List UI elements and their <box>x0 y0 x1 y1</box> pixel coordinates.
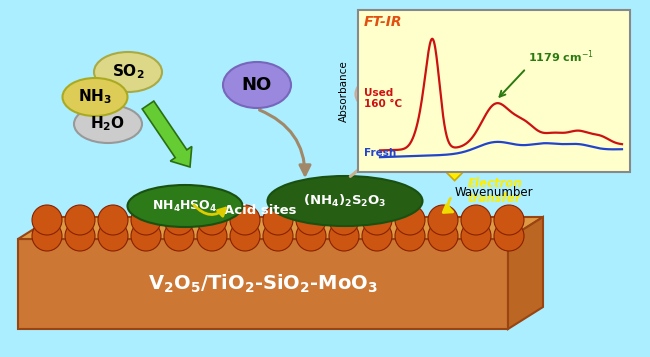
Polygon shape <box>508 217 543 329</box>
Circle shape <box>32 221 62 251</box>
Ellipse shape <box>494 70 566 114</box>
Circle shape <box>428 221 458 251</box>
FancyArrowPatch shape <box>350 120 384 176</box>
Circle shape <box>362 205 392 235</box>
FancyArrow shape <box>142 101 192 167</box>
Text: 1179 cm$^{-1}$: 1179 cm$^{-1}$ <box>528 49 594 65</box>
Text: $\mathbf{(NH_4)_2S_2O_3}$: $\mathbf{(NH_4)_2S_2O_3}$ <box>303 193 387 209</box>
Text: Electron
transfer: Electron transfer <box>468 177 523 205</box>
Circle shape <box>197 221 227 251</box>
Circle shape <box>197 205 227 235</box>
Ellipse shape <box>74 105 142 143</box>
FancyArrowPatch shape <box>259 110 310 175</box>
Circle shape <box>329 205 359 235</box>
Circle shape <box>461 221 491 251</box>
Ellipse shape <box>268 176 422 226</box>
Text: $\mathbf{N_2}$: $\mathbf{N_2}$ <box>377 85 398 103</box>
Circle shape <box>494 221 524 251</box>
Circle shape <box>98 205 128 235</box>
Text: $\mathbf{H_2O}$: $\mathbf{H_2O}$ <box>90 115 125 134</box>
Text: $\mathbf{V_2O_5/TiO_2}$-$\mathbf{SiO_2}$-$\mathbf{MoO_3}$: $\mathbf{V_2O_5/TiO_2}$-$\mathbf{SiO_2}$… <box>148 273 378 295</box>
Ellipse shape <box>223 62 291 108</box>
Text: FT-IR: FT-IR <box>364 15 402 29</box>
FancyBboxPatch shape <box>358 10 630 172</box>
Text: Acid sites: Acid sites <box>224 203 296 216</box>
Circle shape <box>164 205 194 235</box>
Circle shape <box>131 205 161 235</box>
Circle shape <box>362 221 392 251</box>
Circle shape <box>65 221 95 251</box>
Circle shape <box>65 205 95 235</box>
Circle shape <box>131 221 161 251</box>
Circle shape <box>461 205 491 235</box>
Text: $\mathbf{NH_3}$: $\mathbf{NH_3}$ <box>78 88 112 106</box>
Circle shape <box>494 205 524 235</box>
Circle shape <box>428 205 458 235</box>
Text: Fresh: Fresh <box>364 148 396 158</box>
Circle shape <box>296 205 326 235</box>
Circle shape <box>98 221 128 251</box>
Circle shape <box>329 221 359 251</box>
Polygon shape <box>18 217 543 239</box>
Ellipse shape <box>356 74 421 114</box>
Circle shape <box>263 221 293 251</box>
FancyArrowPatch shape <box>194 205 226 216</box>
Text: $\mathbf{NH_4HSO_4}$: $\mathbf{NH_4HSO_4}$ <box>152 198 218 213</box>
Text: Wavenumber: Wavenumber <box>455 186 533 199</box>
Ellipse shape <box>94 52 162 92</box>
Circle shape <box>230 205 260 235</box>
Text: $\mathbf{SO_2}$: $\mathbf{SO_2}$ <box>112 62 144 81</box>
Circle shape <box>230 221 260 251</box>
Circle shape <box>395 221 425 251</box>
Circle shape <box>164 221 194 251</box>
Circle shape <box>32 205 62 235</box>
Text: Used
160 °C: Used 160 °C <box>364 88 402 109</box>
Text: $\mathbf{SO_2}$: $\mathbf{SO_2}$ <box>514 83 546 101</box>
Text: NO: NO <box>242 76 272 94</box>
FancyArrow shape <box>445 114 512 181</box>
FancyArrowPatch shape <box>443 198 452 212</box>
Ellipse shape <box>127 185 242 227</box>
Circle shape <box>263 205 293 235</box>
Polygon shape <box>18 239 508 329</box>
Circle shape <box>296 221 326 251</box>
Ellipse shape <box>62 78 127 116</box>
Circle shape <box>395 205 425 235</box>
Text: Absorbance: Absorbance <box>339 60 349 122</box>
